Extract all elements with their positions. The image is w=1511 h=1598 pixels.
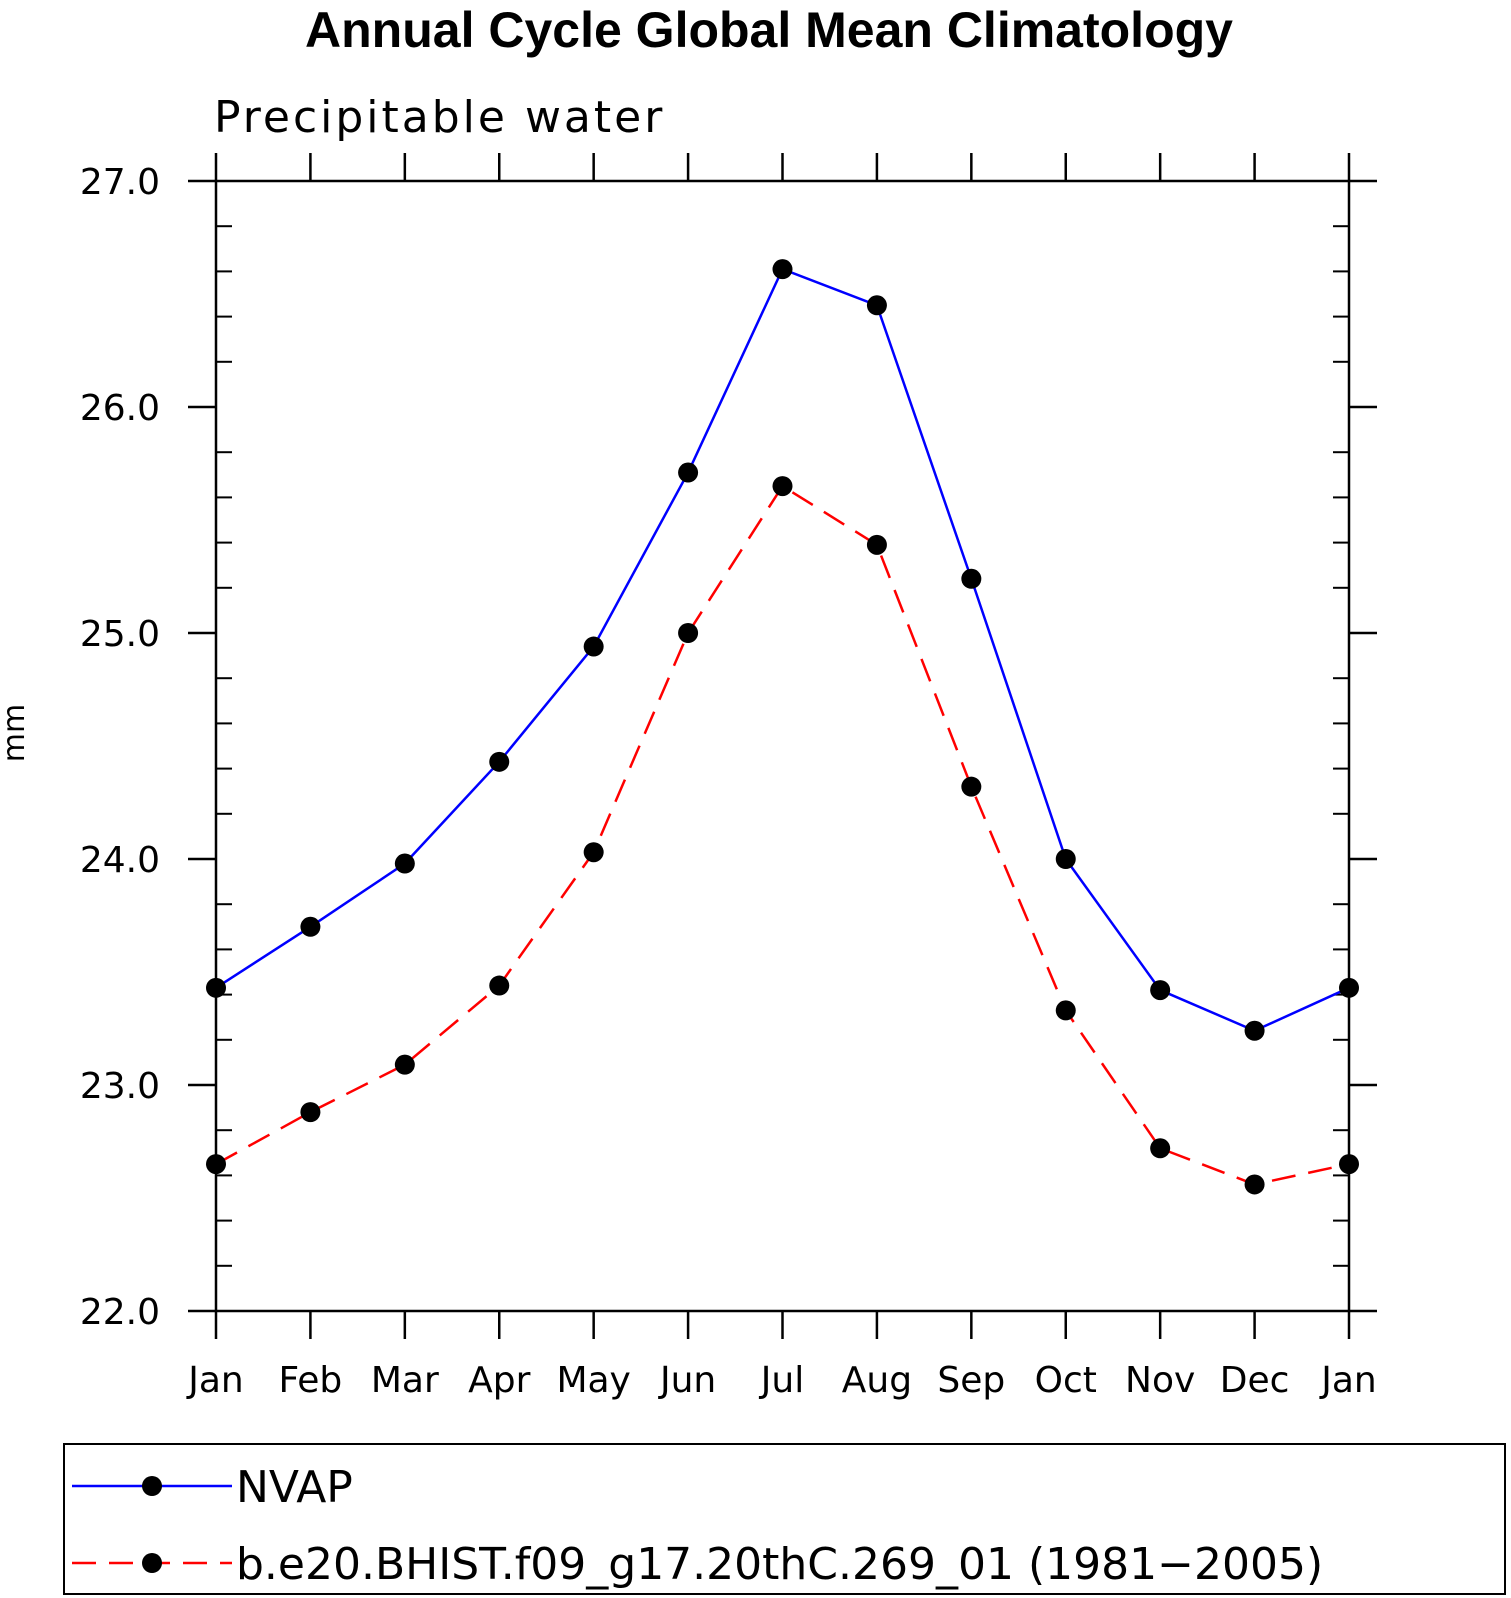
series-2-point xyxy=(961,776,982,797)
x-tick-label: Jan xyxy=(1319,1360,1377,1401)
x-tick-label: Jul xyxy=(759,1360,804,1401)
series-2-point xyxy=(300,1102,321,1123)
tick-labels: Jan Feb Mar Apr May Jun Jul Aug Sep Oct Nov Dec Jan 2… xyxy=(80,162,1377,1401)
legend-marker-2 xyxy=(142,1553,162,1573)
series-1-point xyxy=(1339,977,1359,998)
x-tick-label: Mar xyxy=(371,1360,439,1401)
axis-ticks xyxy=(188,153,1377,1339)
series-2-point xyxy=(1150,1138,1171,1159)
series-1-point xyxy=(772,259,793,280)
x-tick-label: Aug xyxy=(842,1360,912,1401)
legend-box xyxy=(63,1443,1506,1595)
legend-label-2: b.e20.BHIST.f09_g17.20thC.269_01 (1981−2… xyxy=(236,1539,1323,1590)
y-tick-label: 26.0 xyxy=(80,388,160,429)
series-1-point xyxy=(1055,849,1076,869)
series-2-point xyxy=(394,1054,415,1075)
series-2-point xyxy=(1244,1174,1265,1195)
series-1-point xyxy=(489,751,510,772)
series-2-point xyxy=(1055,1000,1076,1021)
x-tick-label: May xyxy=(556,1360,630,1401)
plot-frame xyxy=(214,179,1351,1313)
x-tick-label: Dec xyxy=(1220,1360,1290,1401)
y-axis-label: mm xyxy=(0,704,32,762)
series-2-point xyxy=(678,623,699,643)
series-1-point xyxy=(961,568,982,589)
y-tick-label: 22.0 xyxy=(80,1292,160,1333)
series-2-point xyxy=(206,1154,226,1175)
series-1-point xyxy=(1244,1020,1265,1041)
y-tick-label: 24.0 xyxy=(80,840,160,881)
series-layer xyxy=(206,259,1359,1195)
y-tick-label: 27.0 xyxy=(80,162,160,203)
legend-label-1: NVAP xyxy=(236,1462,353,1513)
x-tick-label: Apr xyxy=(468,1360,530,1401)
x-tick-label: Jun xyxy=(658,1360,716,1401)
series-line-1 xyxy=(215,267,1350,1033)
series-1-point xyxy=(678,462,699,483)
x-tick-label: Jan xyxy=(186,1360,244,1401)
series-2-point xyxy=(866,534,887,555)
series-1-point xyxy=(394,853,415,874)
series-line-2 xyxy=(215,484,1350,1186)
x-tick-label: Nov xyxy=(1125,1360,1195,1401)
x-tick-label: Feb xyxy=(279,1360,343,1401)
y-tick-label: 23.0 xyxy=(80,1066,160,1107)
legend: NVAP b.e20.BHIST.f09_g17.20thC.269_01 (19… xyxy=(63,1443,1506,1595)
chart-title: Annual Cycle Global Mean Climatology xyxy=(305,2,1233,58)
plot-border xyxy=(214,179,1351,1313)
series-2-point xyxy=(772,476,793,497)
chart-subtitle: Precipitable water xyxy=(214,92,665,143)
y-tick-label: 25.0 xyxy=(80,614,160,655)
series-1-point xyxy=(583,636,604,657)
series-2-point xyxy=(1339,1154,1359,1175)
x-tick-label: Oct xyxy=(1035,1360,1097,1401)
series-2-point xyxy=(489,975,510,996)
series-1-point xyxy=(300,916,321,937)
series-2-point xyxy=(583,842,604,863)
series-1-point xyxy=(866,295,887,316)
series-1-point xyxy=(206,977,226,998)
legend-marker-1 xyxy=(142,1476,162,1496)
x-tick-label: Sep xyxy=(937,1360,1005,1401)
series-1-point xyxy=(1150,980,1171,1001)
